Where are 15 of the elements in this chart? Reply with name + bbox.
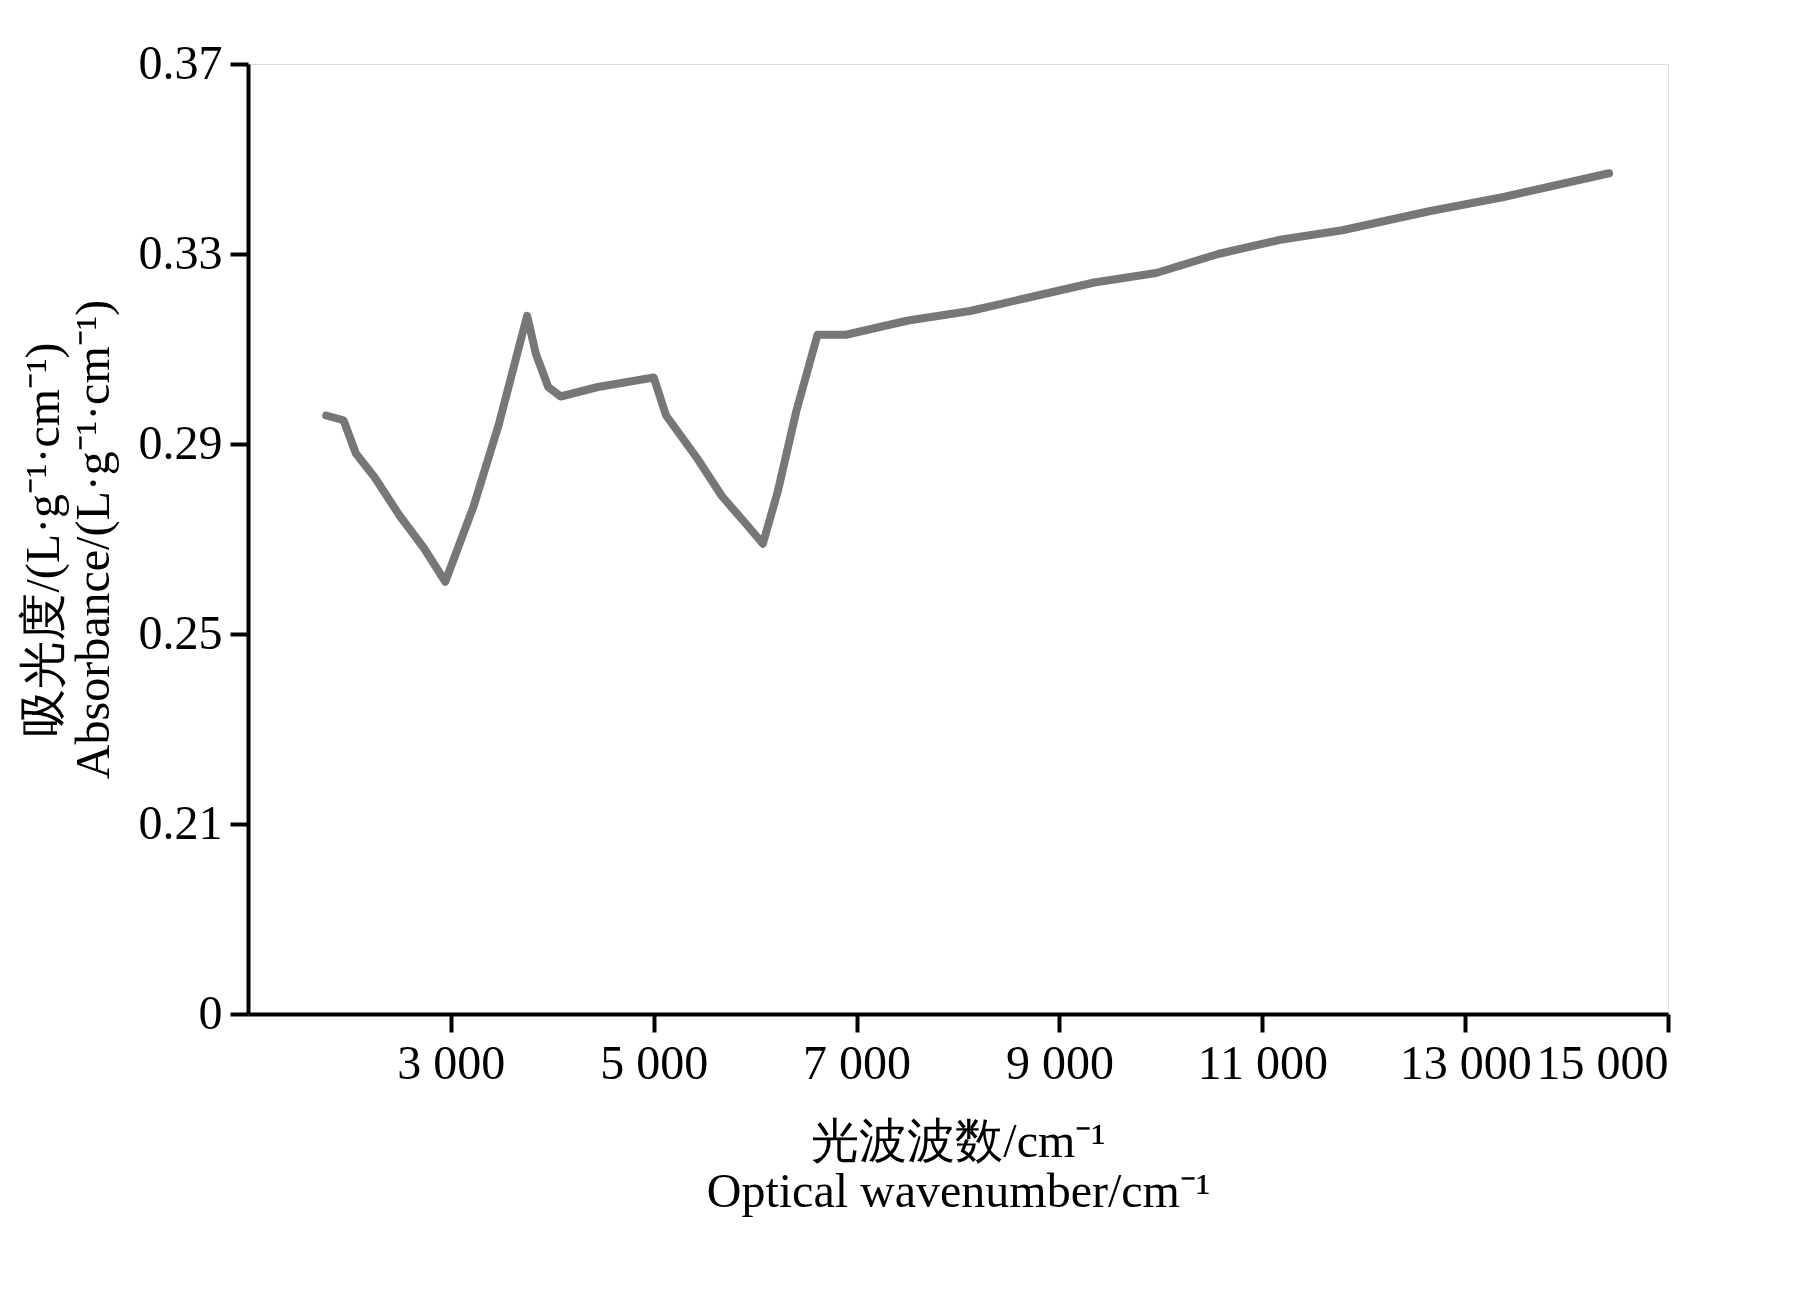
y-axis-title: 吸光度/(L·g⁻¹·cm⁻¹) Absorbance/(L·g⁻¹·cm⁻¹) [15, 299, 120, 780]
y-tick-label: 0.29 [138, 415, 223, 469]
x-tick-label: 5 000 [600, 1035, 709, 1089]
y-tick-label: 0.25 [138, 605, 223, 659]
x-tick-label: 3 000 [397, 1035, 506, 1089]
y-tick-label: 0 [198, 985, 223, 1039]
y-tick-label: 0.33 [138, 225, 223, 279]
x-tick-label: 13 000 [1399, 1035, 1532, 1089]
y-tick-label: 0.37 [138, 35, 223, 89]
x-tick-label: 11 000 [1197, 1035, 1328, 1089]
x-axis-title: 光波波数/cm⁻¹ Optical wavenumber/cm⁻¹ [706, 1113, 1211, 1217]
x-tick-label: 15 000 [1536, 1035, 1669, 1089]
x-tick-label: 7 000 [803, 1035, 912, 1089]
x-tick-label: 9 000 [1005, 1035, 1114, 1089]
y-tick-label: 0.21 [138, 795, 223, 849]
